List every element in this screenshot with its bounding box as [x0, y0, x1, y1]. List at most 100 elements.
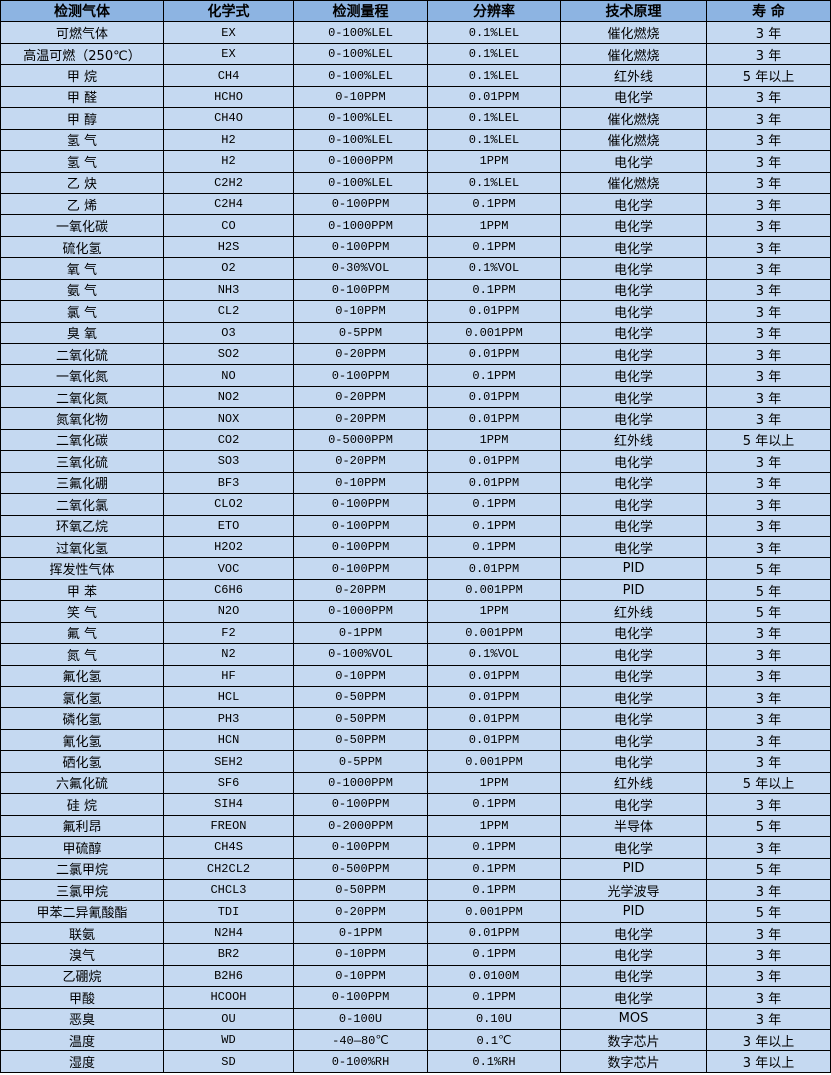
- resolution-cell: 0.01PPM: [427, 664, 561, 688]
- gas-cell: 湿度: [0, 1050, 164, 1073]
- resolution-cell: 0.001PPM: [427, 900, 561, 923]
- range-cell: 0-100PPM: [293, 235, 428, 259]
- formula-cell: CO2: [163, 428, 294, 452]
- principle-cell: MOS: [560, 1007, 707, 1031]
- formula-cell: CO: [163, 214, 294, 237]
- gas-cell: 溴气: [0, 943, 164, 966]
- table-row: 环氧乙烷 ETO 0-100PPM 0.1PPM 电化学 3 年: [0, 514, 831, 537]
- resolution-cell: 0.1PPM: [427, 986, 561, 1009]
- formula-cell: CH4: [163, 64, 294, 87]
- range-cell: 0-10PPM: [293, 964, 428, 988]
- range-cell: 0-100PPM: [293, 192, 428, 216]
- lifespan-cell: 3 年: [706, 257, 831, 280]
- table-row: 过氧化氢 H2O2 0-100PPM 0.1PPM 电化学 3 年: [0, 535, 831, 559]
- gas-cell: 一氧化碳: [0, 214, 164, 237]
- table-row: 磷化氢 PH3 0-50PPM 0.01PPM 电化学 3 年: [0, 707, 831, 730]
- resolution-cell: 0.01PPM: [427, 450, 561, 473]
- range-cell: 0-100%LEL: [293, 64, 428, 87]
- resolution-cell: 0.1%LEL: [427, 42, 561, 66]
- range-cell: 0-100PPM: [293, 986, 428, 1009]
- lifespan-cell: 5 年: [706, 578, 831, 602]
- lifespan-cell: 5 年: [706, 557, 831, 580]
- formula-cell: N2O: [163, 600, 294, 623]
- gas-cell: 甲 苯: [0, 578, 164, 602]
- resolution-cell: 0.1PPM: [427, 278, 561, 302]
- gas-cell: 氢 气: [0, 150, 164, 173]
- table-row: 二氯甲烷 CH2CL2 0-500PPM 0.1PPM PID 5 年: [0, 857, 831, 880]
- gas-cell: 可燃气体: [0, 21, 164, 44]
- principle-cell: 电化学: [560, 728, 707, 752]
- principle-cell: 电化学: [560, 793, 707, 816]
- principle-cell: 电化学: [560, 750, 707, 773]
- formula-cell: BF3: [163, 471, 294, 495]
- principle-cell: 催化燃烧: [560, 171, 707, 194]
- resolution-cell: 0.1%VOL: [427, 643, 561, 666]
- resolution-cell: 0.01PPM: [427, 407, 561, 430]
- range-cell: 0-1PPM: [293, 921, 428, 945]
- gas-cell: 甲 醛: [0, 85, 164, 109]
- range-cell: 0-100PPM: [293, 557, 428, 580]
- principle-cell: 电化学: [560, 278, 707, 302]
- range-cell: 0-100PPM: [293, 493, 428, 516]
- table-row: 甲酸 HCOOH 0-100PPM 0.1PPM 电化学 3 年: [0, 986, 831, 1009]
- gas-cell: 二氧化碳: [0, 428, 164, 452]
- table-row: 甲 烷 CH4 0-100%LEL 0.1%LEL 红外线 5 年以上: [0, 64, 831, 87]
- formula-cell: N2H4: [163, 921, 294, 945]
- range-cell: 0-100%LEL: [293, 171, 428, 194]
- formula-cell: CHCL3: [163, 878, 294, 902]
- principle-cell: 电化学: [560, 364, 707, 387]
- gas-cell: 磷化氢: [0, 707, 164, 730]
- range-cell: 0-100PPM: [293, 514, 428, 537]
- resolution-cell: 0.10U: [427, 1007, 561, 1031]
- range-cell: 0-20PPM: [293, 578, 428, 602]
- range-cell: 0-20PPM: [293, 407, 428, 430]
- lifespan-cell: 3 年: [706, 214, 831, 237]
- principle-cell: 电化学: [560, 150, 707, 173]
- gas-cell: 甲 醇: [0, 107, 164, 130]
- lifespan-cell: 3 年: [706, 878, 831, 902]
- formula-cell: CL2: [163, 300, 294, 323]
- principle-cell: PID: [560, 578, 707, 602]
- resolution-cell: 1PPM: [427, 771, 561, 795]
- principle-cell: 催化燃烧: [560, 42, 707, 66]
- formula-cell: PH3: [163, 707, 294, 730]
- gas-cell: 氢 气: [0, 128, 164, 152]
- range-cell: 0-100PPM: [293, 836, 428, 859]
- principle-cell: 电化学: [560, 385, 707, 409]
- table-row: 氯 气 CL2 0-10PPM 0.01PPM 电化学 3 年: [0, 300, 831, 323]
- gas-cell: 臭 氧: [0, 321, 164, 345]
- range-cell: 0-100%VOL: [293, 643, 428, 666]
- resolution-cell: 0.1%RH: [427, 1050, 561, 1073]
- principle-cell: 红外线: [560, 600, 707, 623]
- table-row: 笑 气 N2O 0-1000PPM 1PPM 红外线 5 年: [0, 600, 831, 623]
- lifespan-cell: 3 年: [706, 21, 831, 44]
- resolution-cell: 0.1PPM: [427, 793, 561, 816]
- principle-cell: 电化学: [560, 943, 707, 966]
- formula-cell: H2: [163, 150, 294, 173]
- table-row: 硒化氢 SEH2 0-5PPM 0.001PPM 电化学 3 年: [0, 750, 831, 773]
- resolution-cell: 0.1PPM: [427, 836, 561, 859]
- table-row: 六氟化硫 SF6 0-1000PPM 1PPM 红外线 5 年以上: [0, 771, 831, 795]
- formula-cell: NH3: [163, 278, 294, 302]
- resolution-cell: 0.01PPM: [427, 707, 561, 730]
- table-row: 臭 氧 O3 0-5PPM 0.001PPM 电化学 3 年: [0, 321, 831, 345]
- principle-cell: 电化学: [560, 85, 707, 109]
- gas-cell: 三氯甲烷: [0, 878, 164, 902]
- gas-cell: 氰化氢: [0, 728, 164, 752]
- resolution-cell: 1PPM: [427, 214, 561, 237]
- range-cell: 0-1PPM: [293, 621, 428, 645]
- table-row: 三氯甲烷 CHCL3 0-50PPM 0.1PPM 光学波导 3 年: [0, 878, 831, 902]
- lifespan-cell: 3 年以上: [706, 1050, 831, 1073]
- gas-cell: 氟 气: [0, 621, 164, 645]
- resolution-cell: 1PPM: [427, 150, 561, 173]
- gas-cell: 硒化氢: [0, 750, 164, 773]
- gas-cell: 六氟化硫: [0, 771, 164, 795]
- gas-cell: 高温可燃（250℃）: [0, 42, 164, 66]
- formula-cell: HCOOH: [163, 986, 294, 1009]
- table-row: 二氧化氯 CLO2 0-100PPM 0.1PPM 电化学 3 年: [0, 493, 831, 516]
- resolution-cell: 0.001PPM: [427, 750, 561, 773]
- lifespan-cell: 3 年: [706, 728, 831, 752]
- range-cell: 0-20PPM: [293, 385, 428, 409]
- formula-cell: CH4O: [163, 107, 294, 130]
- range-cell: 0-50PPM: [293, 685, 428, 709]
